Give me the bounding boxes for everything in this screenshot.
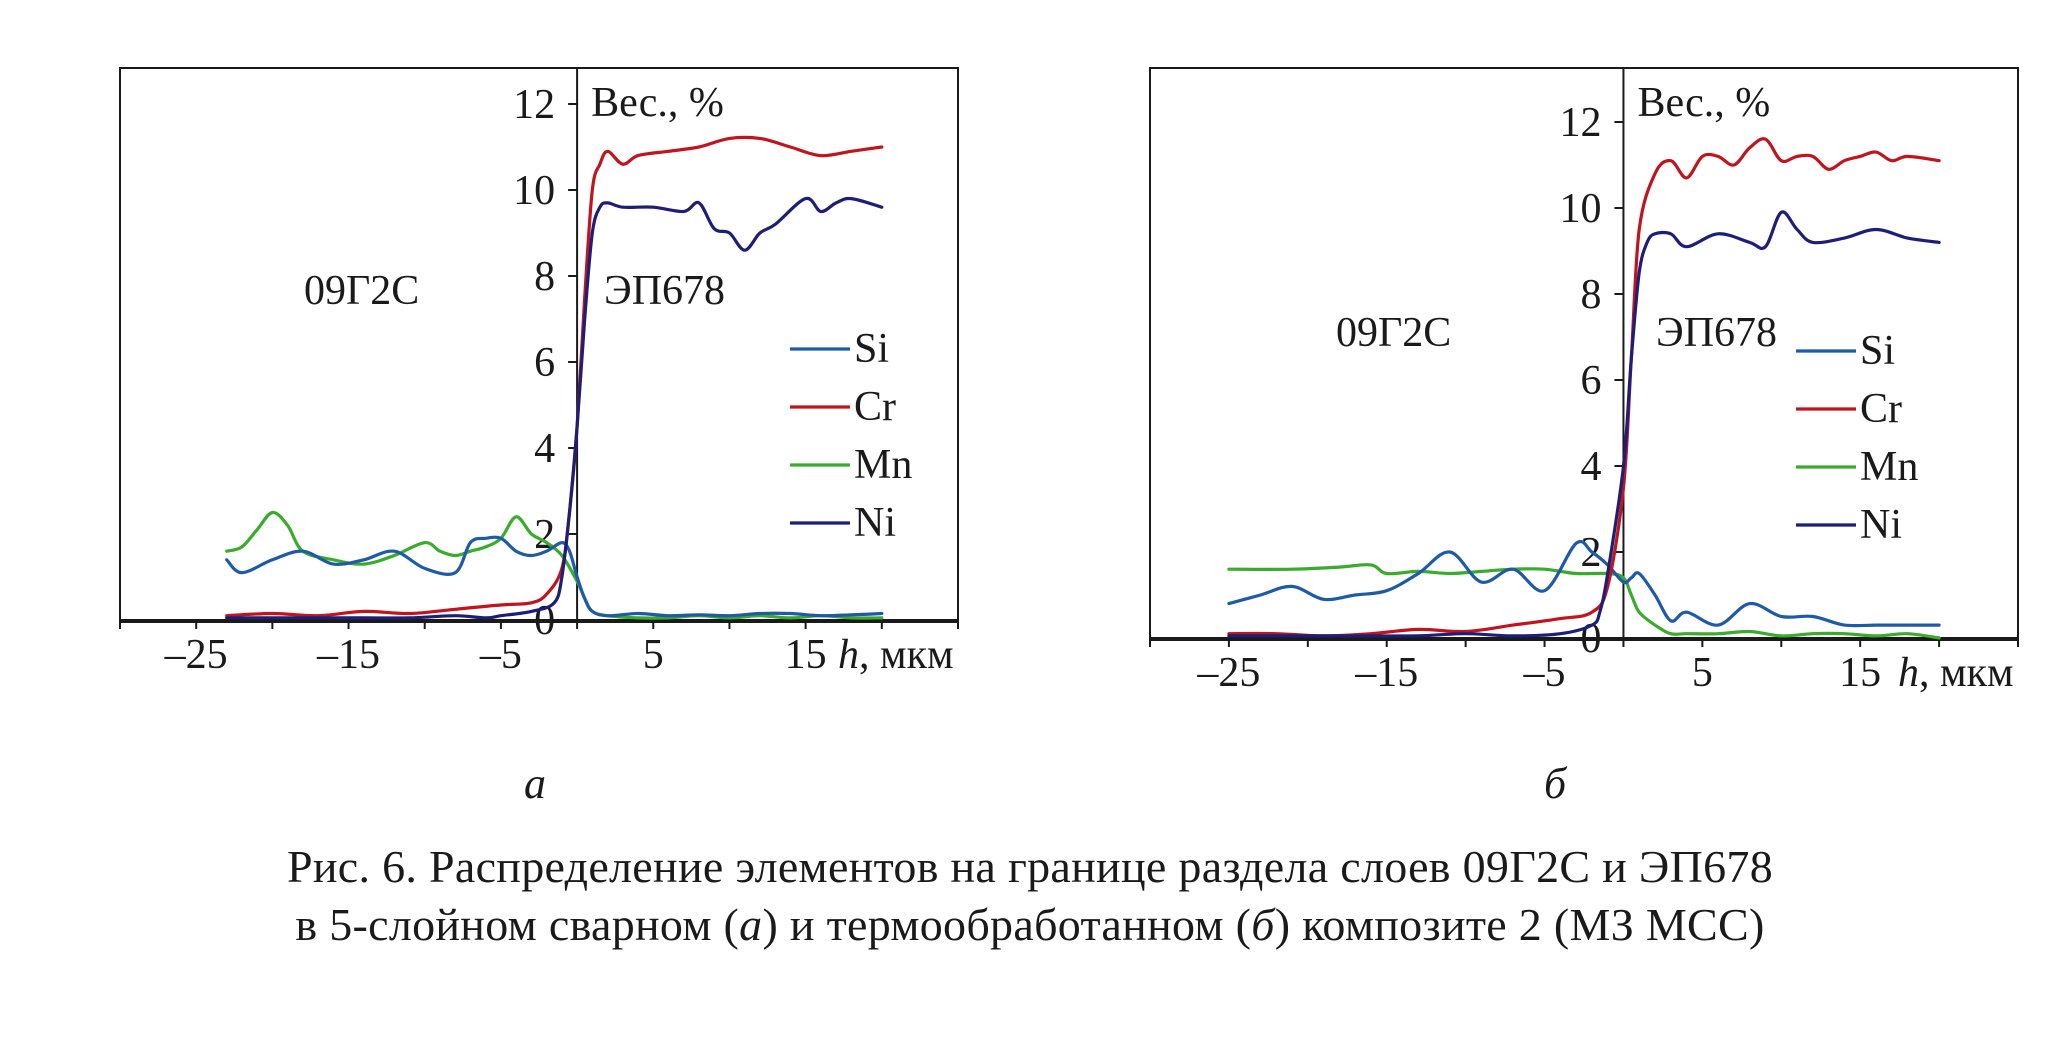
series-line-mn: [1227, 563, 1941, 640]
caption-line-2-suffix: ) композите 2 (МЗ МСС): [1274, 899, 1765, 950]
legend-label-si: Si: [854, 326, 889, 372]
x-tick-label: –25: [164, 632, 228, 678]
x-tick-label: 15: [1839, 650, 1881, 696]
x-tick-label: 15: [785, 632, 827, 678]
legend-label-ni: Ni: [1860, 502, 1902, 548]
y-axis-label: Вес., %: [591, 80, 724, 126]
x-tick-label: –25: [1196, 650, 1260, 696]
y-tick-label: 4: [1580, 444, 1601, 490]
x-axis-unit-label: h, мкм: [1898, 650, 2014, 696]
annotation-left-material: 09Г2С: [304, 268, 419, 314]
legend-label-cr: Cr: [1860, 386, 1902, 432]
caption-ref-b: б: [1251, 899, 1275, 950]
annotation-right-material: ЭП678: [1656, 310, 1777, 356]
legend-label-ni: Ni: [854, 500, 896, 546]
x-tick-label: –5: [479, 632, 522, 678]
y-tick-label: 8: [1580, 272, 1601, 318]
series-line-ni: [225, 196, 884, 620]
caption-line-1: Рис. 6. Распределение элементов на грани…: [286, 841, 1774, 892]
series-line-cr: [225, 135, 884, 618]
y-tick-label: 6: [1580, 358, 1601, 404]
plot-frame: [119, 67, 959, 623]
legend-label-mn: Mn: [1860, 444, 1918, 490]
series-line-si: [1227, 539, 1941, 628]
annotation-left-material: 09Г2С: [1336, 310, 1451, 356]
x-tick-label: –15: [1354, 650, 1418, 696]
legend-label-mn: Mn: [854, 442, 912, 488]
caption-line-2: в 5-слойном сварном (а) и термообработан…: [0, 896, 2060, 954]
caption-line-2-mid: ) и термообработанном (: [762, 899, 1252, 950]
y-tick-label: 10: [1559, 186, 1601, 232]
caption-ref-a: а: [739, 899, 763, 950]
legend-label-cr: Cr: [854, 384, 896, 430]
y-tick-label: 0: [1580, 616, 1601, 662]
x-tick-label: 5: [1692, 650, 1713, 696]
panel-label-b: б: [1544, 759, 1567, 808]
y-tick-label: 6: [534, 340, 555, 386]
caption-line-2-prefix: в 5-слойном сварном (: [295, 899, 740, 950]
series-line-ni: [1227, 210, 1941, 638]
plot-frame: [1149, 67, 2019, 641]
y-axis-label: Вес., %: [1637, 80, 1770, 126]
y-tick-label: 4: [534, 426, 555, 472]
y-tick-label: 10: [513, 168, 555, 214]
x-axis-unit-label: h, мкм: [838, 632, 954, 678]
annotation-right-material: ЭП678: [604, 268, 725, 314]
series-line-cr: [1227, 137, 1941, 638]
x-tick-label: –5: [1523, 650, 1566, 696]
x-tick-label: 5: [643, 632, 664, 678]
figure-caption: Рис. 6. Распределение элементов на грани…: [0, 838, 2060, 954]
y-tick-label: 12: [513, 82, 555, 128]
x-tick-label: –15: [316, 632, 380, 678]
panel-label-a: а: [524, 759, 546, 808]
y-tick-label: 12: [1559, 100, 1601, 146]
legend-label-si: Si: [1860, 328, 1895, 374]
series-line-si: [225, 535, 884, 618]
y-tick-label: 8: [534, 254, 555, 300]
